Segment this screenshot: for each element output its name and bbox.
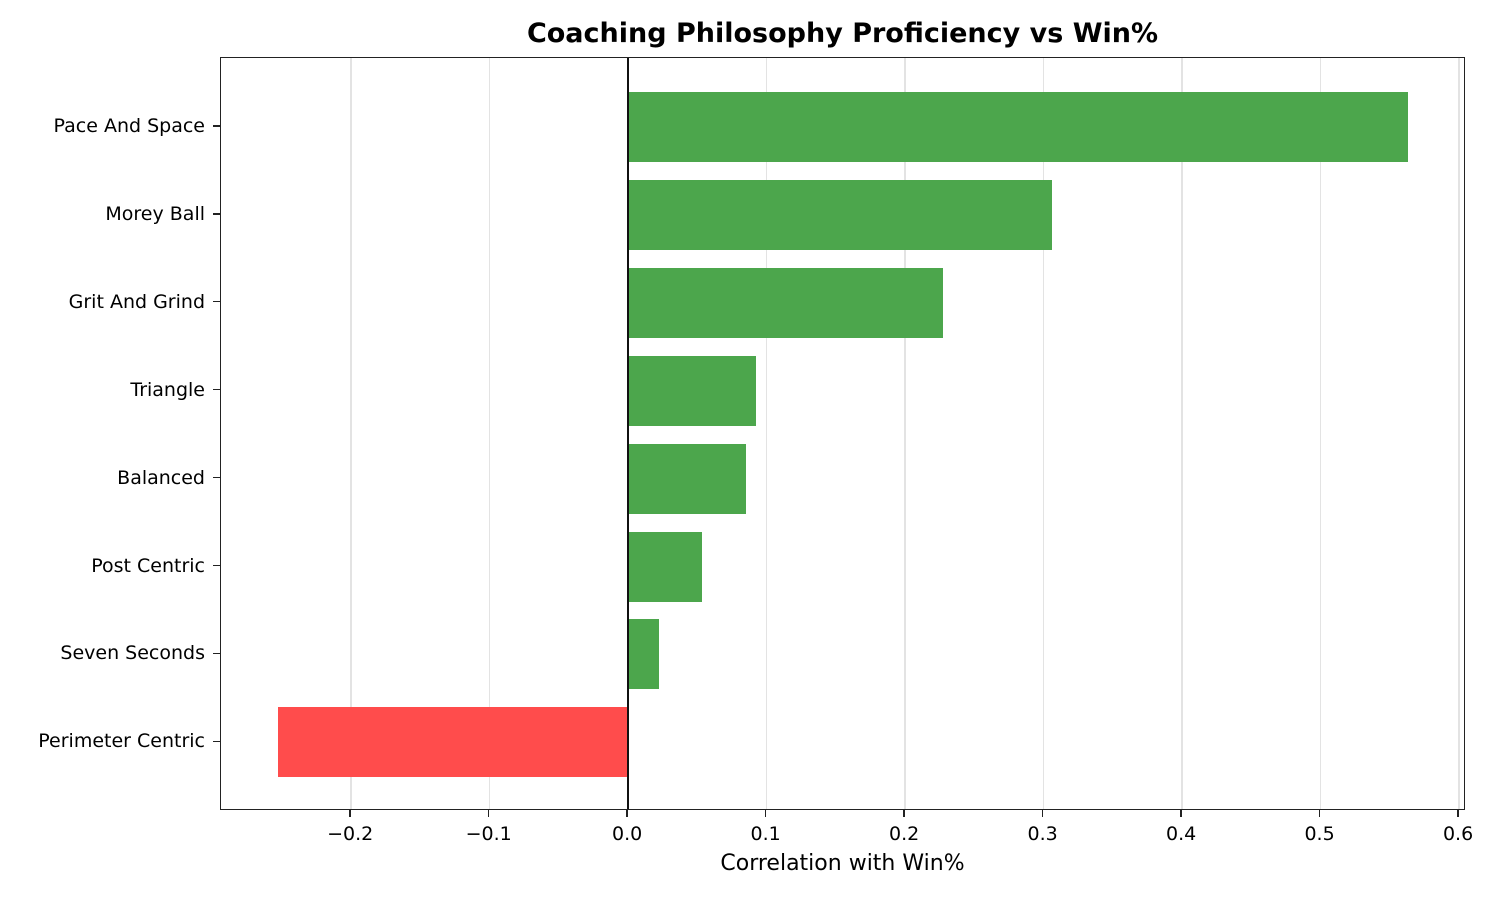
y-tick-label: Balanced <box>117 466 205 489</box>
gridline <box>1319 58 1322 809</box>
x-tick <box>1457 810 1459 817</box>
x-tick <box>903 810 905 817</box>
gridline <box>1458 58 1460 809</box>
y-tick <box>213 476 220 479</box>
x-axis-label: Correlation with Win% <box>720 851 965 876</box>
y-tick <box>213 125 220 127</box>
x-tick-label: 0.3 <box>1027 823 1058 845</box>
y-tick <box>213 564 220 567</box>
y-tick <box>213 652 220 655</box>
y-tick-label: Seven Seconds <box>60 642 205 665</box>
y-tick <box>213 301 220 303</box>
plot-area <box>220 57 1465 810</box>
y-tick-label: Post Centric <box>91 554 205 577</box>
x-tick <box>764 810 767 817</box>
bar-seven-seconds <box>628 619 659 690</box>
x-tick-label: 0.2 <box>889 823 920 845</box>
y-tick-label: Grit And Grind <box>68 290 205 313</box>
y-tick-label: Triangle <box>130 378 205 401</box>
gridline <box>1181 58 1183 809</box>
x-tick <box>487 810 490 817</box>
x-tick-label: −0.2 <box>327 823 374 845</box>
bar-pace-and-space <box>628 92 1408 162</box>
x-tick <box>349 810 351 817</box>
x-tick-label: 0.4 <box>1165 823 1197 845</box>
x-tick-label: 0.1 <box>750 823 781 845</box>
zero-line <box>627 58 629 809</box>
bar-post-centric <box>628 531 702 602</box>
bar-morey-ball <box>628 179 1052 250</box>
y-tick <box>213 389 220 391</box>
y-tick-label: Pace And Space <box>53 115 205 137</box>
x-tick <box>626 810 628 817</box>
y-tick <box>213 740 220 742</box>
gridline <box>1042 58 1045 809</box>
x-tick-label: 0.6 <box>1442 823 1474 845</box>
y-tick <box>213 213 220 215</box>
chart-title: Coaching Philosophy Proficiency vs Win% <box>526 18 1159 49</box>
y-tick-label: Perimeter Centric <box>38 730 205 753</box>
x-tick-label: 0.0 <box>612 823 643 845</box>
y-tick-label: Morey Ball <box>105 202 205 225</box>
gridline <box>904 58 906 809</box>
gridline <box>488 58 491 809</box>
x-tick <box>1318 810 1321 817</box>
bar-perimeter-centric <box>277 707 629 778</box>
x-tick-label: 0.5 <box>1304 823 1335 845</box>
x-tick-label: −0.1 <box>465 823 512 845</box>
x-tick <box>1041 810 1044 817</box>
x-tick <box>1180 810 1182 817</box>
bar-triangle <box>628 355 756 426</box>
bar-balanced <box>628 443 746 514</box>
bar-grit-and-grind <box>628 267 943 338</box>
gridline <box>350 58 352 809</box>
gridline <box>765 58 768 809</box>
